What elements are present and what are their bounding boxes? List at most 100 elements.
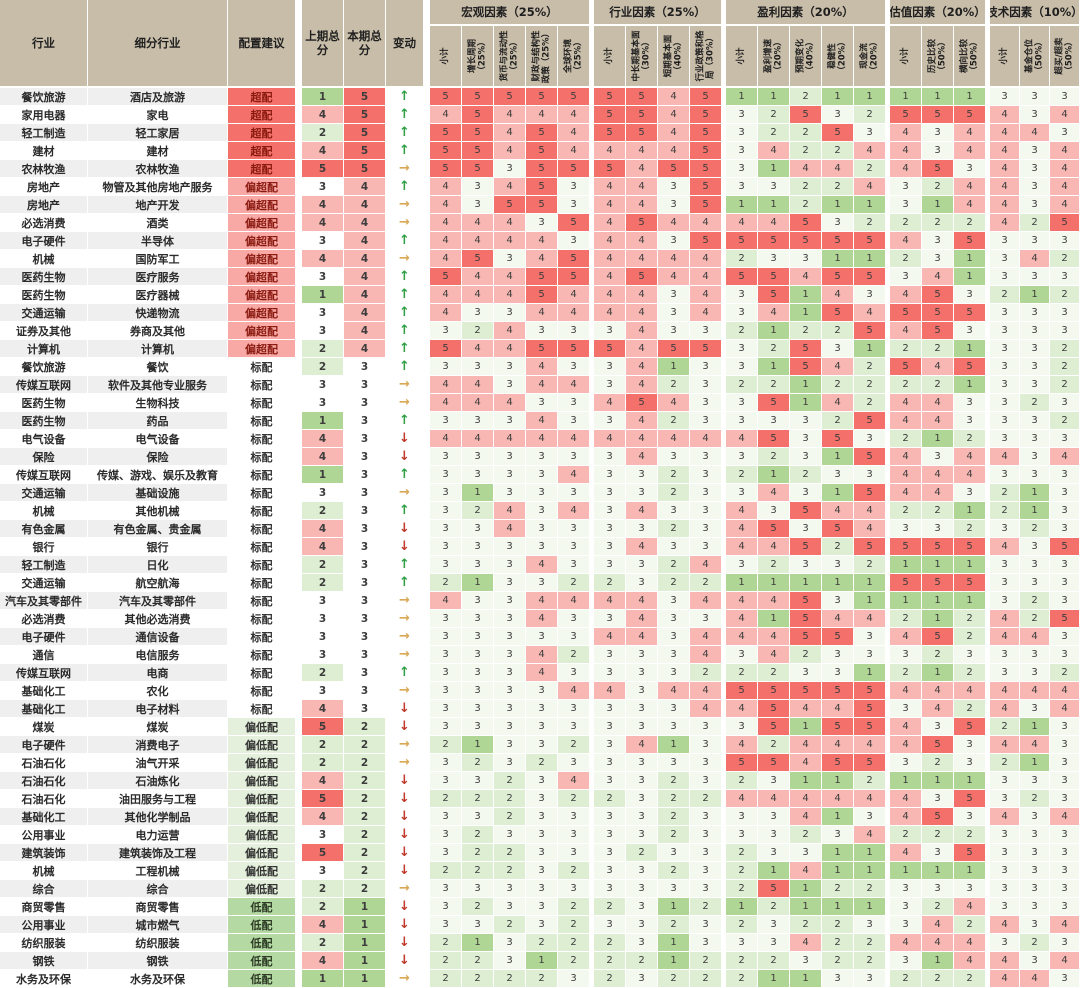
score-cell: 5 [526, 88, 558, 105]
score-cell: 3 [626, 934, 658, 951]
score-cell: 3 [822, 592, 854, 609]
score-cell: 4 [1050, 106, 1080, 123]
score-cell: 3 [1020, 178, 1050, 195]
score-cell: 3 [790, 412, 822, 429]
industry-cell: 电气设备 [0, 430, 88, 447]
table-body: 餐饮旅游 酒店及旅游 超配 1 5 ↑ 5 5 5 5 5 5 5 4 5 1 1 2 1 1 1 1 1 3 3 3 家用电器 家电… [0, 88, 1080, 987]
score-cell: 5 [526, 178, 558, 195]
prev-score-cell: 1 [302, 970, 344, 987]
prev-score-cell: 2 [302, 358, 344, 375]
score-cell: 4 [822, 502, 854, 519]
score-cell: 1 [922, 952, 954, 969]
industry-cell: 银行 [0, 538, 88, 555]
score-cell: 4 [558, 286, 590, 303]
score-cell: 4 [990, 700, 1020, 717]
score-cell: 3 [690, 484, 722, 501]
change-arrow: ↑ [386, 502, 424, 519]
subindustry-cell: 餐饮 [88, 358, 228, 375]
score-cell: 3 [1020, 430, 1050, 447]
factor-col-label: 货币与流动性（25%） [494, 26, 526, 86]
factor-col-label: 现金流（20%） [854, 26, 886, 86]
score-cell: 3 [726, 286, 758, 303]
score-cell: 3 [1020, 412, 1050, 429]
change-arrow: ↑ [386, 268, 424, 285]
industry-cell: 餐饮旅游 [0, 358, 88, 375]
score-cell: 4 [626, 322, 658, 339]
score-cell: 4 [558, 682, 590, 699]
score-cell: 4 [1020, 124, 1050, 141]
table-row: 传媒互联网 电商 标配 2 3 ↑ 3 3 3 4 3 3 3 3 2 2 2 3 3 1 2 1 2 3 3 2 [0, 664, 1080, 681]
table-row: 保险 保险 标配 4 3 ↓ 3 3 3 3 3 3 4 3 3 3 2 3 1 5 4 3 4 4 3 4 [0, 448, 1080, 465]
score-cell: 3 [1020, 664, 1050, 681]
score-cell: 2 [890, 250, 922, 267]
score-cell: 4 [890, 484, 922, 501]
change-arrow: ↓ [386, 790, 424, 807]
advice-cell: 标配 [228, 412, 296, 429]
score-cell: 4 [890, 808, 922, 825]
prev-score-cell: 5 [302, 790, 344, 807]
score-cell: 3 [690, 808, 722, 825]
score-cell: 3 [726, 484, 758, 501]
curr-score-cell: 2 [344, 880, 386, 897]
score-cell: 3 [594, 862, 626, 879]
industry-cell: 基础化工 [0, 682, 88, 699]
score-cell: 2 [854, 106, 886, 123]
score-cell: 3 [822, 340, 854, 357]
score-cell: 4 [594, 430, 626, 447]
table-row: 水务及环保 水务及环保 低配 1 1 → 2 2 2 2 3 2 3 2 2 2 1 1 3 3 2 2 2 4 4 3 [0, 970, 1080, 987]
prev-score-cell: 4 [302, 808, 344, 825]
score-cell: 1 [1020, 484, 1050, 501]
score-cell: 3 [594, 808, 626, 825]
score-cell: 5 [626, 214, 658, 231]
score-cell: 3 [494, 682, 526, 699]
score-cell: 1 [658, 358, 690, 375]
score-cell: 1 [758, 862, 790, 879]
score-cell: 3 [822, 826, 854, 843]
score-cell: 4 [990, 448, 1020, 465]
score-cell: 2 [594, 574, 626, 591]
score-cell: 1 [854, 250, 886, 267]
score-cell: 2 [922, 376, 954, 393]
score-cell: 5 [790, 502, 822, 519]
industry-cell: 传媒互联网 [0, 376, 88, 393]
score-cell: 1 [1020, 754, 1050, 771]
score-cell: 3 [854, 970, 886, 987]
score-cell: 4 [626, 160, 658, 177]
score-cell: 3 [1050, 232, 1080, 249]
score-cell: 4 [658, 106, 690, 123]
score-cell: 3 [494, 376, 526, 393]
score-cell: 3 [726, 394, 758, 411]
score-cell: 1 [954, 250, 986, 267]
score-cell: 2 [658, 808, 690, 825]
prev-score-cell: 1 [302, 88, 344, 105]
score-cell: 3 [462, 772, 494, 789]
score-cell: 5 [954, 358, 986, 375]
change-arrow: ↑ [386, 322, 424, 339]
score-cell: 3 [790, 844, 822, 861]
score-cell: 2 [594, 970, 626, 987]
score-cell: 2 [758, 124, 790, 141]
score-cell: 1 [526, 952, 558, 969]
prev-score-cell: 4 [302, 448, 344, 465]
score-cell: 4 [922, 484, 954, 501]
score-cell: 3 [658, 628, 690, 645]
subindustry-cell: 券商及其他 [88, 322, 228, 339]
change-arrow: → [386, 196, 424, 213]
score-cell: 5 [854, 682, 886, 699]
score-cell: 1 [922, 592, 954, 609]
score-cell: 4 [854, 826, 886, 843]
table-row: 基础化工 电子材料 标配 4 3 ↓ 3 3 3 3 3 3 3 3 4 4 5 4 4 5 3 4 2 4 3 4 [0, 700, 1080, 717]
score-cell: 4 [626, 250, 658, 267]
score-cell: 3 [1050, 466, 1080, 483]
advice-cell: 偏低配 [228, 808, 296, 825]
score-cell: 4 [922, 934, 954, 951]
score-cell: 2 [854, 214, 886, 231]
score-cell: 4 [626, 196, 658, 213]
score-cell: 5 [526, 286, 558, 303]
score-cell: 4 [626, 610, 658, 627]
score-cell: 4 [790, 808, 822, 825]
score-cell: 3 [494, 304, 526, 321]
score-cell: 2 [594, 790, 626, 807]
score-cell: 3 [922, 448, 954, 465]
score-cell: 4 [626, 142, 658, 159]
